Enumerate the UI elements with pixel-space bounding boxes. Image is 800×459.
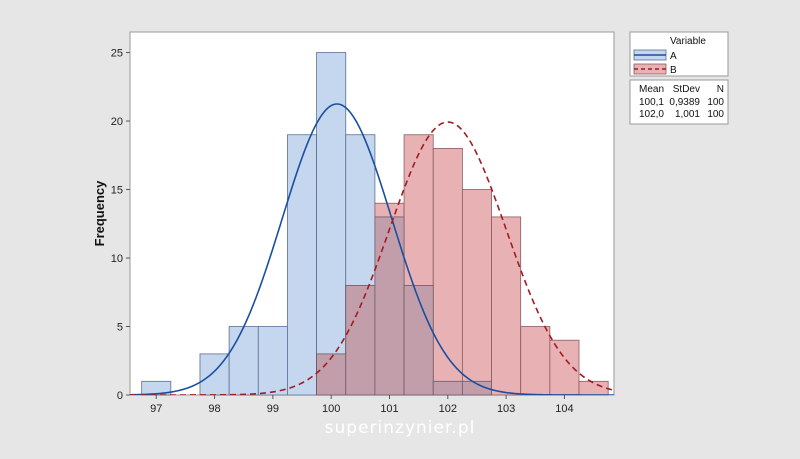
x-tick-label: 101: [380, 403, 398, 415]
histogram-bar-b-6: [491, 216, 522, 396]
fit-curve-a: [130, 103, 614, 395]
histogram-overlap-bar-2: [374, 216, 405, 396]
x-tick-label: 100: [322, 403, 340, 415]
y-tick-label: 5: [117, 322, 123, 334]
x-tick-label: 103: [497, 403, 515, 415]
histogram-bar-a-5: [287, 134, 318, 396]
stats-header-stdev: StDev: [673, 84, 700, 95]
x-tick-label: 99: [267, 403, 279, 415]
x-tick-label: 102: [439, 403, 457, 415]
y-tick-label: 0: [117, 390, 123, 402]
histogram-bar-a-4: [257, 326, 288, 396]
stats-stdev-a: 0,9389: [669, 97, 700, 108]
fit-curve-b: [130, 121, 614, 395]
histogram-overlap-bar-5: [461, 380, 492, 396]
histogram-bar-a-6: [316, 52, 347, 396]
stats-mean-a: 100,1: [639, 97, 664, 108]
histogram-bar-a-3: [228, 326, 259, 396]
y-tick-label: 25: [111, 48, 123, 60]
stats-table: [629, 79, 729, 125]
legend-label-b: B: [670, 65, 677, 76]
stats-mean-b: 102,0: [639, 109, 664, 120]
stats-n-b: 100: [707, 109, 724, 120]
y-tick-label: 20: [111, 116, 123, 128]
y-axis-label: Frequency: [92, 180, 107, 247]
x-tick-label: 97: [150, 403, 162, 415]
y-tick-label: 10: [111, 253, 123, 265]
stats-n-a: 100: [707, 97, 724, 108]
histogram-overlap-bar-1: [345, 285, 376, 396]
histogram-bar-b-5: [461, 189, 492, 396]
histogram-overlap-bar-4: [432, 380, 463, 396]
legend-title: Variable: [670, 36, 706, 47]
stats-header-mean: Mean: [639, 84, 664, 95]
stats-header-n: N: [717, 84, 724, 95]
histogram-bar-b-9: [578, 380, 609, 396]
x-tick-label: 98: [208, 403, 220, 415]
histogram-bar-b-7: [520, 326, 551, 396]
histogram-overlap-bar-0: [316, 353, 347, 396]
histogram-bar-b-4: [432, 148, 463, 396]
y-tick-label: 15: [111, 185, 123, 197]
x-tick-label: 104: [555, 403, 573, 415]
histogram-bar-b-8: [549, 339, 580, 396]
stats-stdev-b: 1,001: [675, 109, 700, 120]
legend-label-a: A: [670, 51, 677, 62]
watermark-text: superinzynier.pl: [324, 418, 476, 438]
histogram-overlap-bar-3: [403, 285, 434, 396]
